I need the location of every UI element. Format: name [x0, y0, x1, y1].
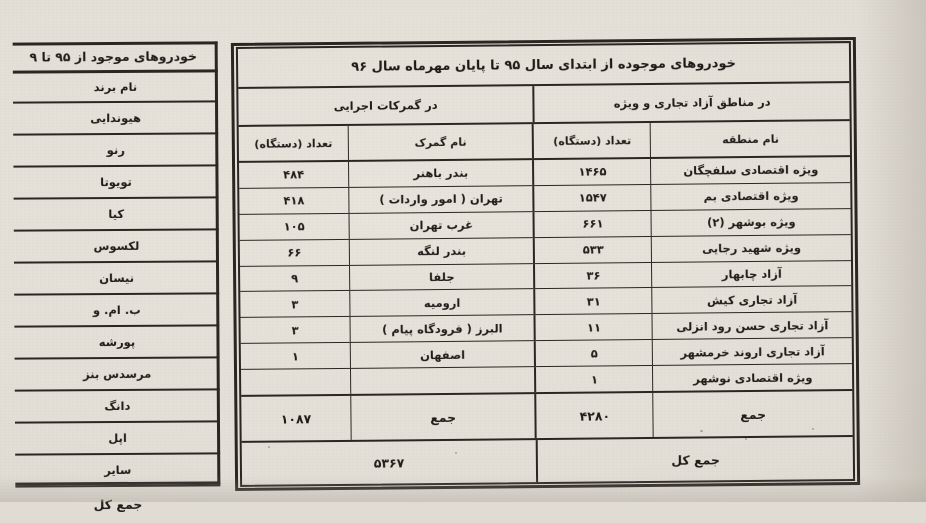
column-header-zone-count: تعداد (دستگاه)	[534, 122, 652, 159]
brand-panel-column-header: نام برند	[12, 72, 219, 104]
cell-customs-count: ۹	[240, 265, 351, 292]
cell-zone-count: ۱۵۴۷	[534, 184, 652, 211]
cell-customs-name: البرز ( فرودگاه پیام )	[350, 315, 537, 343]
cell-customs-name: بندر لنگه	[349, 237, 536, 265]
main-table-inner: خودروهای موجوده از ابتدای سال ۹۵ تا پایا…	[235, 41, 856, 487]
grand-total-value: ۵۳۶۷	[241, 440, 539, 485]
cell-zone-name: ویژه اقتصادی سلفچگان	[683, 162, 819, 179]
cell-zone-count: ۵۳۳	[535, 236, 653, 263]
brand-panel-total-row: جمع کل	[93, 496, 143, 513]
cell-customs-name	[351, 367, 537, 394]
group-header-zones: در مناطق آزاد تجاری و ویژه	[613, 94, 771, 111]
brand-panel: خودروهای موجود از ۹۵ تا ۹ نام برند هیوند…	[12, 41, 221, 512]
cell-customs-count: ۳	[240, 291, 351, 318]
cell-customs-count: ۳	[240, 317, 351, 344]
subtotal-row: جمع ۴۲۸۰ جمع ۱۰۸۷	[241, 389, 853, 443]
cell-customs-count	[241, 368, 352, 395]
subtotal-customs-label: جمع	[351, 394, 538, 440]
scanned-page-background	[0, 0, 926, 502]
brand-row: رنو	[13, 134, 219, 168]
cell-zone-name: ویژه اقتصادی نوشهر	[693, 370, 813, 386]
cell-zone-name: آزاد تجاری کیش	[706, 292, 798, 308]
subtotal-zone-value: ۴۲۸۰	[536, 392, 655, 439]
cell-customs-count: ۱	[240, 343, 352, 370]
cell-customs-count: ۶۶	[239, 239, 351, 266]
cell-zone-name: آزاد تجاری حسن رود انزلی	[676, 318, 829, 334]
main-table-group-header-row: در مناطق آزاد تجاری و ویژه در گمرکات اجر…	[238, 83, 850, 127]
main-table-body: ویژه اقتصادی سلفچگان ۱۴۶۵ بندر باهنر ۴۸۴…	[239, 157, 852, 395]
cell-zone-name: ویژه اقتصادی بم	[703, 188, 799, 204]
cell-customs-count: ۱۰۵	[239, 213, 350, 240]
subtotal-zone-label: جمع	[740, 406, 767, 422]
cell-zone-name: آزاد چابهار	[721, 266, 782, 282]
cell-customs-name: تهران ( امور واردات )	[349, 185, 535, 213]
column-header-customs-count: تعداد (دستگاه)	[238, 125, 350, 161]
column-header-customs-name: نام گمرک	[348, 124, 535, 160]
cell-zone-name: آزاد تجاری اروند خرمشهر	[680, 343, 825, 360]
brand-row: کیا	[13, 198, 219, 232]
cell-zone-count: ۱۴۶۵	[534, 158, 652, 185]
brand-row: ب. ام. و	[14, 294, 220, 328]
main-table: خودروهای موجوده از ابتدای سال ۹۵ تا پایا…	[230, 37, 861, 491]
brand-row: نیسان	[13, 262, 220, 296]
cell-customs-name: اصفهان	[350, 341, 537, 368]
cell-customs-name: ارومیه	[350, 289, 536, 317]
cell-customs-count: ۴۸۴	[239, 161, 350, 188]
brand-row: سایر	[15, 454, 221, 488]
brand-row: مرسدس بنز	[14, 358, 220, 392]
main-table-title: خودروهای موجوده از ابتدای سال ۹۵ تا پایا…	[237, 43, 850, 89]
cell-customs-name: جلفا	[350, 263, 536, 291]
cell-zone-count: ۶۶۱	[534, 210, 653, 237]
group-header-customs: در گمرکات اجرایی	[238, 86, 535, 125]
cell-zone-count: ۳۶	[535, 262, 653, 289]
column-header-zone-name: نام منطقه	[722, 132, 779, 146]
brand-row: لکسوس	[13, 230, 219, 264]
subtotal-customs-value: ۱۰۸۷	[241, 395, 352, 441]
grand-total-row: جمع کل ۵۳۶۷	[241, 437, 853, 485]
brand-row: تویوتا	[13, 166, 219, 200]
cell-zone-count: ۱	[536, 366, 654, 393]
brand-row: اپل	[14, 422, 221, 456]
cell-customs-count: ۴۱۸	[239, 187, 350, 214]
grand-total-label: جمع کل	[671, 451, 720, 468]
cell-customs-name: غرب تهران	[349, 211, 536, 239]
brand-panel-title: خودروهای موجود از ۹۵ تا ۹	[12, 41, 218, 74]
cell-zone-count: ۳۱	[535, 288, 653, 315]
brand-row: پورشه	[14, 326, 220, 360]
cell-customs-name: بندر باهنر	[349, 160, 535, 187]
main-table-column-header-row: نام منطقه تعداد (دستگاه) نام گمرک تعداد …	[238, 121, 850, 163]
brand-row: دانگ	[14, 390, 220, 424]
cell-zone-count: ۱۱	[535, 314, 654, 341]
cell-zone-count: ۵	[536, 340, 654, 367]
brand-row: هیوندایی	[13, 102, 219, 136]
cell-zone-name: ویژه شهید رجایی	[702, 240, 802, 256]
cell-zone-name: ویژه بوشهر (۲)	[706, 214, 796, 230]
